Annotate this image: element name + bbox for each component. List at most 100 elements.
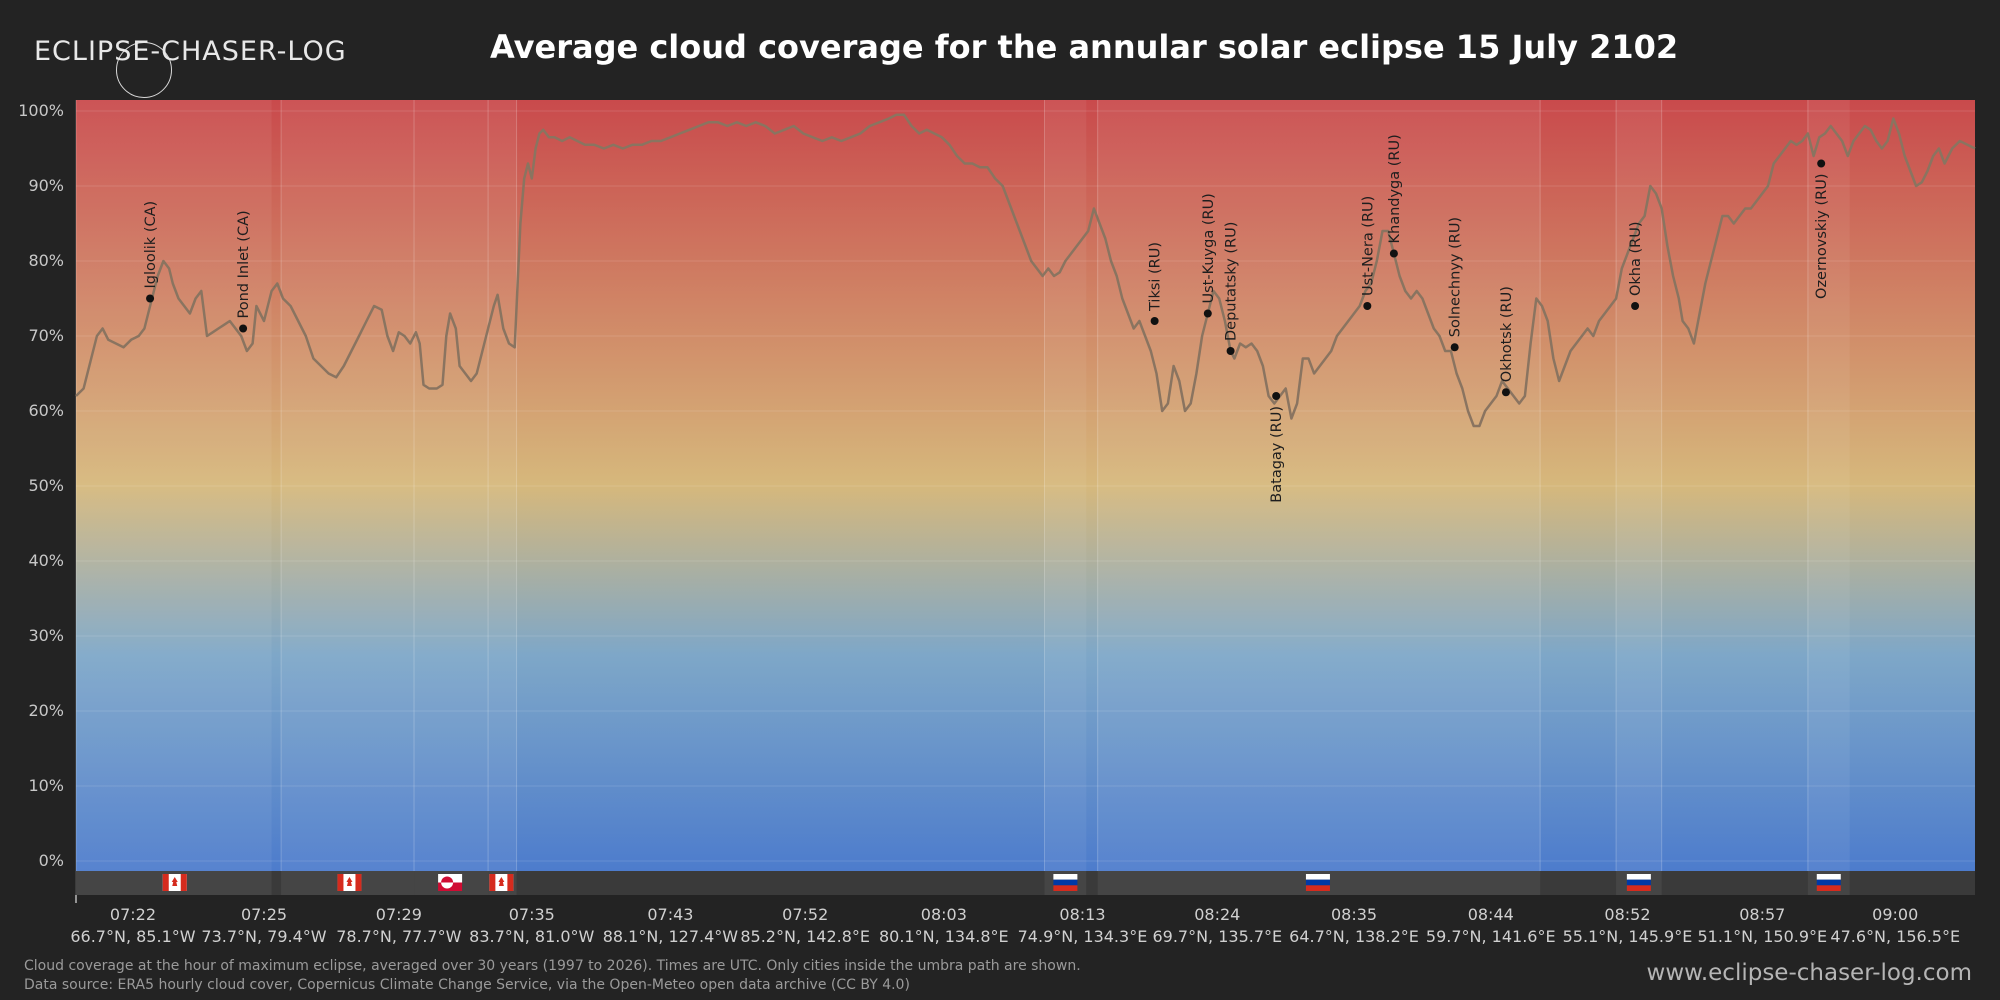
y-tick-label: 0%: [39, 851, 64, 870]
x-tick-time: 08:57: [1739, 905, 1785, 924]
city-marker: [1631, 302, 1640, 310]
city-label: Deputatsky (RU): [1224, 222, 1240, 341]
y-tick-label: 20%: [28, 701, 64, 720]
country-segment-shade: [488, 100, 517, 871]
flag-ru-icon: [1305, 874, 1330, 891]
y-tick-label: 40%: [28, 551, 64, 570]
country-segment-shade: [1044, 100, 1087, 871]
x-tick-time: 07:25: [241, 905, 287, 924]
country-segment-shade: [281, 100, 415, 871]
city-label: Khandyga (RU): [1387, 134, 1403, 243]
x-tick-coord: 73.7°N, 79.4°W: [201, 927, 326, 946]
city-marker: [1501, 388, 1510, 397]
x-tick-time: 08:44: [1468, 905, 1514, 924]
city-label: Igloolik (CA): [143, 201, 159, 289]
country-segment-shade: [76, 100, 272, 871]
x-tick-time: 08:03: [921, 905, 967, 924]
x-tick-coord: 47.6°N, 156.5°E: [1830, 927, 1960, 946]
x-tick-time: 09:00: [1872, 905, 1918, 924]
logo-text: ECLIPSE-CHASER-LOG: [34, 36, 347, 67]
maple-leaf: [498, 877, 505, 888]
page-title: Average cloud coverage for the annular s…: [490, 28, 1679, 66]
flag-band: [1053, 879, 1078, 886]
maple-leaf: [346, 877, 353, 888]
x-tick-coord: 83.7°N, 81.0°W: [469, 927, 594, 946]
x-tick-coord: 69.7°N, 135.7°E: [1152, 927, 1282, 946]
flag-band: [1305, 874, 1330, 880]
y-tick-label: 50%: [28, 476, 64, 495]
country-segment-shade: [1097, 100, 1541, 871]
flag-ca-icon: [489, 874, 514, 891]
flag-ru-icon: [1626, 874, 1651, 891]
x-tick-coord: 64.7°N, 138.2°E: [1289, 927, 1419, 946]
x-tick-time: 07:43: [647, 905, 693, 924]
x-tick-time: 08:52: [1604, 905, 1650, 924]
x-tick-coord: 51.1°N, 150.9°E: [1697, 927, 1827, 946]
flag-band: [507, 874, 514, 891]
city-marker: [1226, 347, 1235, 355]
city-label: Tiksi (RU): [1148, 242, 1164, 312]
city-marker: [1363, 302, 1372, 310]
y-tick-label: 90%: [28, 176, 64, 195]
flag-band: [1305, 879, 1330, 886]
flag-ca-icon: [337, 874, 362, 891]
x-tick-time: 08:13: [1059, 905, 1105, 924]
flag-band: [1626, 885, 1651, 891]
brand-logo[interactable]: [30, 20, 340, 98]
flag-ru-icon: [1053, 874, 1078, 891]
maple-leaf: [171, 877, 178, 888]
city-label: Ozernovskiy (RU): [1814, 174, 1830, 299]
flag-band: [1816, 879, 1841, 886]
city-marker: [1150, 317, 1159, 325]
country-segment-shade: [1616, 100, 1662, 871]
city-marker: [1272, 392, 1281, 400]
x-tick-coord: 80.1°N, 134.8°E: [879, 927, 1009, 946]
x-tick-time: 08:35: [1331, 905, 1377, 924]
flag-band: [1626, 874, 1651, 880]
x-tick-time: 07:52: [782, 905, 828, 924]
x-tick-coord: 66.7°N, 85.1°W: [70, 927, 195, 946]
y-tick-label: 60%: [28, 401, 64, 420]
city-marker: [1389, 249, 1398, 258]
flag-ca-icon: [162, 874, 187, 891]
flag-band: [355, 874, 362, 891]
flag-band: [1053, 885, 1078, 891]
city-label: Okha (RU): [1628, 222, 1644, 297]
flag-band: [162, 874, 169, 891]
city-marker: [146, 294, 155, 303]
x-tick-time: 07:29: [376, 905, 422, 924]
x-tick-coord: 85.2°N, 142.8°E: [740, 927, 870, 946]
country-segment-shade: [414, 100, 489, 871]
website-link[interactable]: www.eclipse-chaser-log.com: [1646, 960, 1972, 986]
x-tick-time: 07:22: [110, 905, 156, 924]
flag-band: [1816, 874, 1841, 880]
x-tick-time: 08:24: [1194, 905, 1240, 924]
y-tick-label: 80%: [28, 251, 64, 270]
city-marker: [1450, 343, 1459, 352]
city-label: Okhotsk (RU): [1499, 286, 1515, 382]
flag-circle-bottom: [441, 882, 454, 889]
flag-band: [180, 874, 187, 891]
y-tick-label: 30%: [28, 626, 64, 645]
city-label: Solnechnyy (RU): [1448, 217, 1464, 337]
y-tick-label: 10%: [28, 776, 64, 795]
flag-band: [1305, 885, 1330, 891]
flag-band: [1816, 885, 1841, 891]
city-marker: [1817, 159, 1826, 168]
plot-area: [76, 100, 1975, 871]
city-label: Ust-Nera (RU): [1360, 196, 1376, 296]
flag-ru-icon: [1816, 874, 1841, 891]
city-label: Batagay (RU): [1269, 406, 1285, 503]
flag-band: [1053, 874, 1078, 880]
flag-band: [1626, 879, 1651, 886]
footer-note: Cloud coverage at the hour of maximum ec…: [24, 958, 1081, 974]
country-segment-shade: [1807, 100, 1850, 871]
city-label: Ust-Kuyga (RU): [1201, 193, 1217, 303]
city-marker: [239, 324, 248, 333]
y-tick-label: 70%: [28, 326, 64, 345]
y-tick-label: 100%: [18, 101, 64, 120]
series-line: [75, 113, 1976, 428]
logo-ring-icon: [116, 42, 172, 98]
